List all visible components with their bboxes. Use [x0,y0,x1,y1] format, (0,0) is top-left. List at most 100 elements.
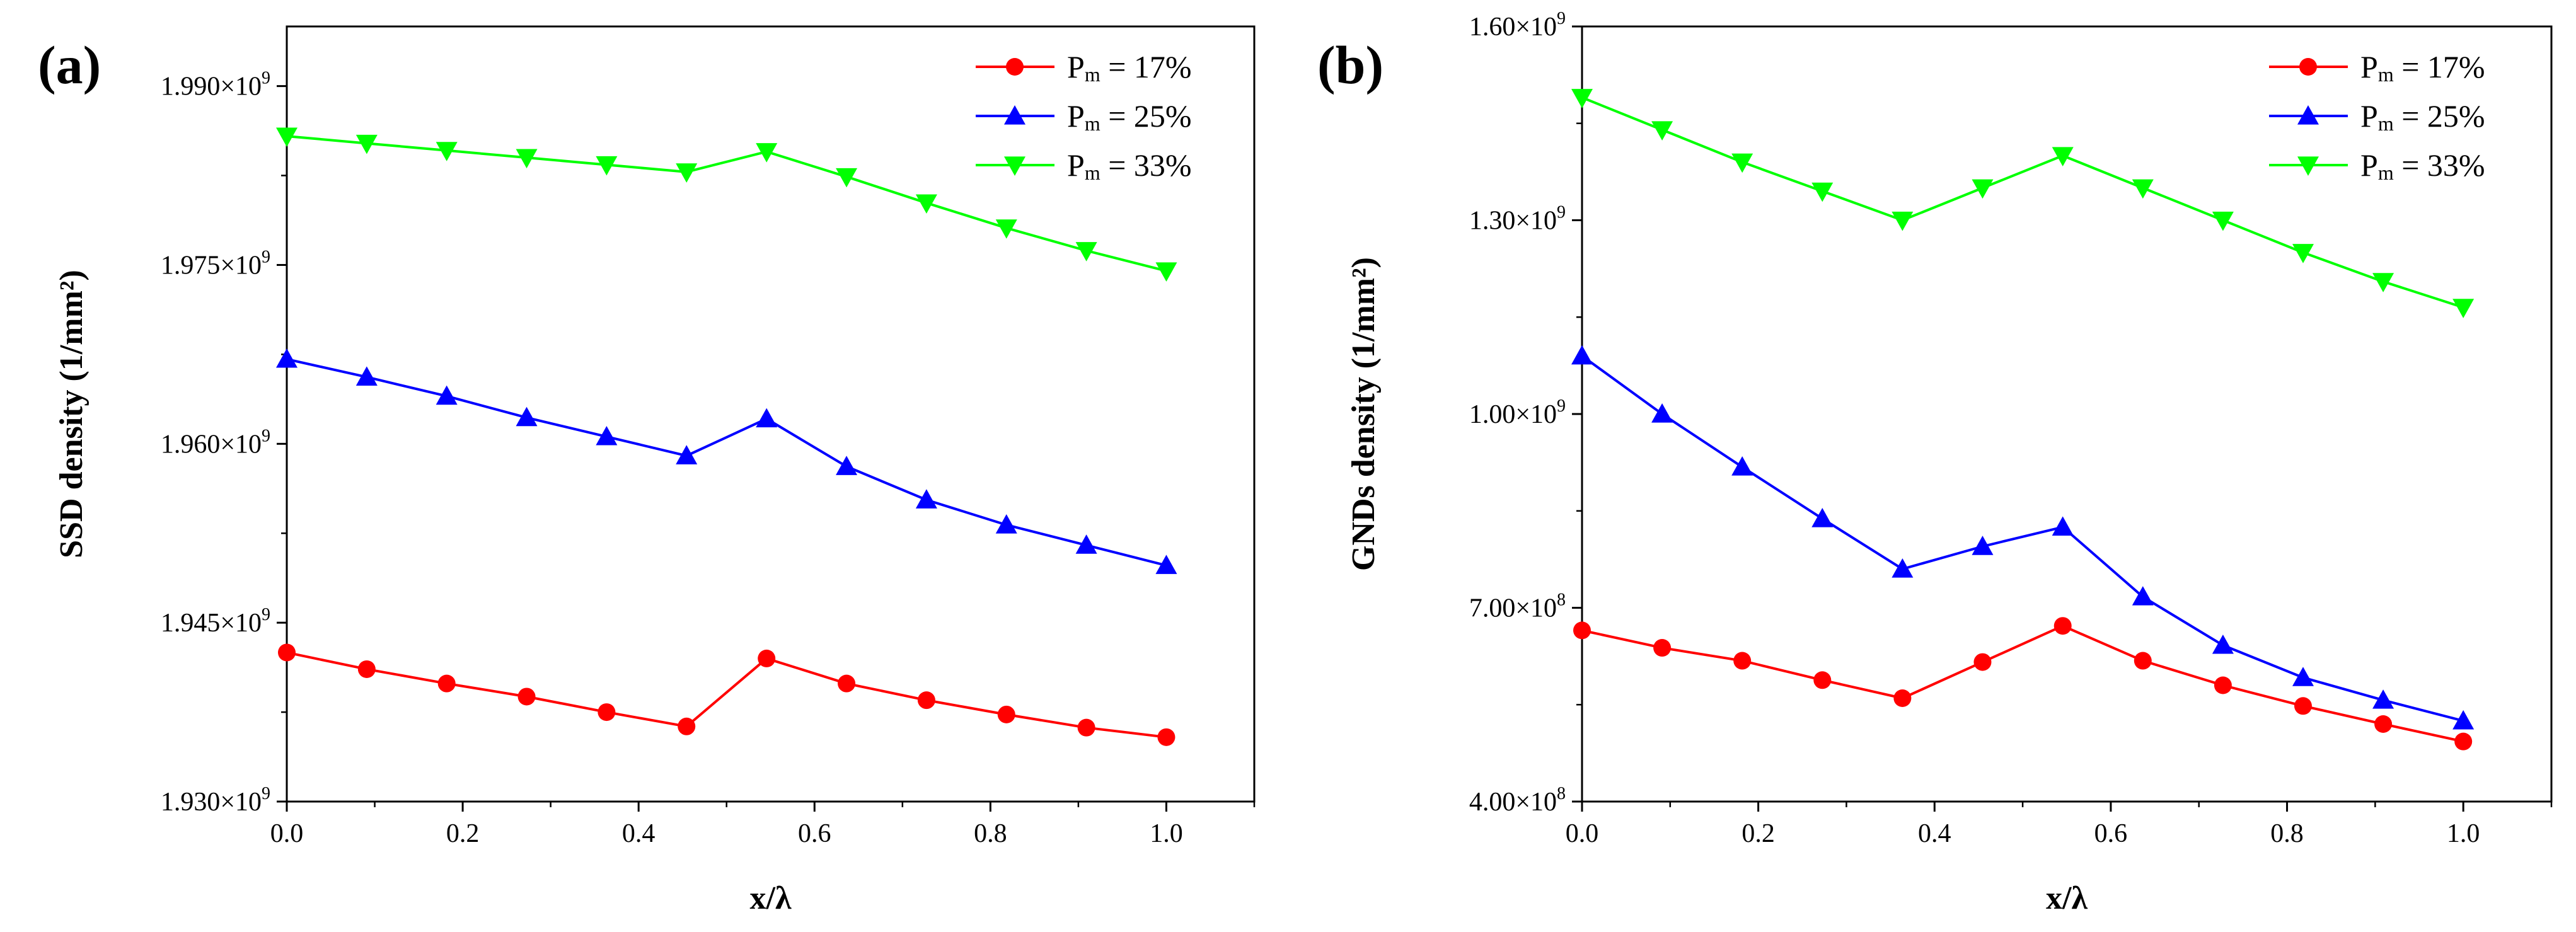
x-tick-label: 0.6 [798,819,831,848]
chart-panel-2: 0.0 0.2 0.4 0.6 0.8 1.04.00×1087.00×1081.00×1… [1317,9,2553,916]
data-point [2294,697,2312,715]
legend-label-main: P [1067,98,1085,134]
y-tick-mantissa: 1.945×10 [161,609,262,638]
legend-label-tail: = 17% [1100,49,1192,84]
data-point [1731,153,1753,173]
y-tick-mantissa: 4.00×10 [1469,788,1557,817]
legend-label-tail: = 33% [2394,147,2485,183]
data-point [1892,558,1914,578]
series-1 [1573,617,2473,751]
data-point [355,366,378,386]
plot-frame [1581,25,2553,803]
data-point [1733,652,1752,670]
data-point [997,705,1015,723]
data-point [2212,211,2234,231]
legend-marker [2297,105,2319,125]
data-point [355,134,378,154]
data-point [2052,147,2074,166]
y-tick-label: 7.00×108 [1469,590,1566,623]
data-point [1571,345,1593,365]
panel-label: (a) [38,35,101,95]
data-point [1893,689,1912,707]
data-point [2053,617,2072,635]
x-tick-label: 0.2 [1741,819,1775,848]
x-tick-label: 0.2 [446,819,480,848]
legend-label-sub: m [2378,161,2394,184]
data-point [276,127,297,147]
data-point [596,425,618,446]
legend-entry: Pm = 17% [2360,49,2485,86]
data-point [2132,179,2154,199]
series-line [286,358,1167,567]
x-axis-title: x/λ [2046,880,2088,916]
legend-entry: Pm = 33% [2360,147,2485,184]
chart-panel-1: 0.0 0.2 0.4 0.6 0.8 1.01.930×1091.945×1091.96… [38,25,1256,916]
data-point [1973,653,1992,671]
legend-label-tail: = 25% [2394,98,2485,134]
data-point [596,156,618,176]
data-point [1155,555,1177,574]
series-3 [1571,89,2475,318]
x-tick-label: 0.4 [622,819,656,848]
legend-label-main: P [1067,147,1085,183]
data-point [278,643,296,662]
series-1 [278,643,1175,746]
x-tick-label: 0.4 [1918,819,1951,848]
x-tick-label: 0.0 [270,819,304,848]
legend-label-sub: m [2378,112,2394,135]
legend-label-main: P [2360,98,2378,134]
data-point [357,660,376,678]
y-tick-exponent: 9 [262,605,270,624]
data-point [437,674,456,693]
y-axis-title: GNDs density (1/mm²) [1346,257,1382,571]
legend-label-tail: = 17% [2394,49,2485,84]
y-tick-mantissa: 7.00×10 [1469,594,1557,623]
y-tick-exponent: 9 [262,247,270,267]
data-point [1075,534,1097,554]
y-tick-label: 1.00×109 [1469,396,1566,429]
legend-label-sub: m [1085,63,1100,86]
legend: Pm = 17% Pm = 25% Pm = 33% [2269,49,2485,184]
data-point [836,168,858,188]
x-axis-title: x/λ [750,880,792,916]
legend-marker [1006,58,1024,76]
data-point [1651,403,1673,423]
legend: Pm = 17%Pm = 25%Pm = 33% [976,49,1192,184]
y-tick-label: 1.975×109 [161,247,270,280]
data-point [1651,121,1673,141]
data-point [1811,182,1834,202]
legend-label-tail: = 33% [1100,147,1192,183]
legend-marker [2297,156,2319,176]
legend-entry: Pm = 25% [1067,98,1192,135]
data-point [678,717,696,735]
data-point [2372,273,2394,292]
y-tick-mantissa: 1.930×10 [161,788,262,817]
data-point [1653,639,1672,657]
data-point [1157,728,1175,746]
data-point [2454,732,2473,751]
data-point [516,149,538,169]
legend-marker [2299,58,2317,76]
data-point [2052,516,2074,536]
y-axis-title: SSD density (1/mm²) [54,270,90,558]
y-tick-mantissa: 1.975×10 [161,251,262,280]
data-point [917,691,935,710]
legend-marker [1004,105,1025,125]
data-point [2452,710,2475,730]
data-point [1077,718,1095,737]
y-tick-exponent: 8 [1557,590,1566,610]
data-point [2452,299,2475,318]
y-tick-label: 4.00×108 [1469,784,1566,817]
data-point [2132,586,2154,606]
data-point [1892,211,1914,231]
data-point [1972,536,1994,555]
data-point [995,514,1017,534]
series-line [286,651,1167,739]
legend-label-tail: = 25% [1100,98,1192,134]
data-point [758,649,776,667]
data-point [2134,652,2152,670]
data-point [517,687,536,706]
data-point [756,408,778,428]
data-point [1811,508,1834,527]
